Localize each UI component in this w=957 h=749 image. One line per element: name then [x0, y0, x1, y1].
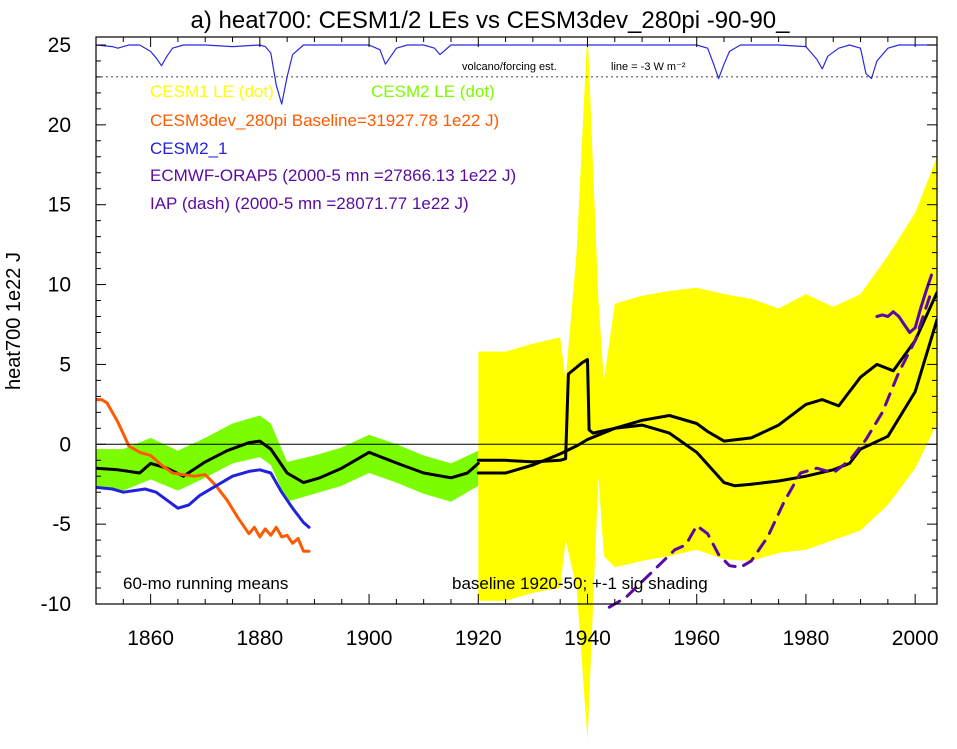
- plot-frame: [95, 36, 938, 605]
- y-axis-label: heat700 1e22 J: [3, 252, 25, 390]
- plot-border: [95, 36, 938, 605]
- legend-cesm2-le-dot: CESM2 LE (dot): [371, 82, 495, 101]
- y-tick-label: 15: [48, 194, 71, 217]
- y-tick-label: 20: [48, 114, 71, 137]
- series-cesm1-le-mean-a: [476, 291, 937, 475]
- series-iap-dash: [607, 289, 933, 609]
- x-tick-label: 1940: [564, 627, 611, 650]
- chart-title: a) heat700: CESM1/2 LEs vs CESM3dev_280p…: [190, 7, 790, 34]
- series-cesm3dev-280pi: [96, 398, 311, 553]
- series-cesm2-le-mean: [96, 439, 480, 485]
- band-cesm1-le-dot: [478, 37, 937, 740]
- y-axis: -10 -5 0 5 10 15 20 25: [41, 34, 937, 616]
- legend-cesm3dev-280pi-baseline-31927-78-1e22-j: CESM3dev_280pi Baseline=31927.78 1e22 J): [150, 111, 499, 130]
- baseline-note: baseline 1920-50; +-1 sig shading: [452, 574, 708, 593]
- series-cesm2-1: [96, 468, 311, 529]
- volcano-note: volcano/forcing est.: [462, 61, 557, 73]
- plot-marks: [96, 37, 937, 740]
- y-tick-label: 5: [59, 353, 71, 376]
- x-tick-label: 1900: [346, 627, 393, 650]
- x-tick-label: 1960: [673, 627, 720, 650]
- legend: CESM1 LE (dot) CESM2 LE (dot) CESM3dev_280…: [150, 82, 516, 213]
- legend-cesm1-le-dot: CESM1 LE (dot): [150, 82, 274, 101]
- y-tick-label: 0: [59, 433, 71, 456]
- band-cesm2-le-dot: [96, 415, 479, 502]
- y-tick-label: 25: [48, 34, 71, 57]
- legend-iap-dash-2000-5-mn-28071-77-1e22-j: IAP (dash) (2000-5 mn =28071.77 1e22 J): [150, 194, 469, 213]
- threshold-note: line = -3 W m⁻²: [611, 61, 686, 73]
- reference-lines: [96, 76, 937, 445]
- series-ecmwf-orap5: [875, 273, 933, 334]
- y-tick-label: 10: [48, 274, 71, 297]
- x-tick-label: 2000: [892, 627, 939, 650]
- x-tick-label: 1920: [455, 627, 502, 650]
- y-tick-label: -5: [52, 513, 71, 536]
- running-means-note: 60-mo running means: [123, 574, 288, 593]
- y-tick-label: -10: [41, 593, 71, 616]
- series-cesm1-le-mean-b: [476, 318, 937, 488]
- series-volcano-forcing-est: [96, 44, 937, 105]
- legend-cesm2-1: CESM2_1: [150, 139, 227, 158]
- x-tick-label: 1880: [236, 627, 283, 650]
- x-tick-label: 1860: [127, 627, 174, 650]
- x-tick-label: 1980: [783, 627, 830, 650]
- legend-ecmwf-orap5-2000-5-mn-27866-13-1e22-j: ECMWF-ORAP5 (2000-5 mn =27866.13 1e22 J): [150, 166, 516, 185]
- x-axis: 1860 1880 1900 1920 1940 1960 1980 2000: [95, 37, 939, 650]
